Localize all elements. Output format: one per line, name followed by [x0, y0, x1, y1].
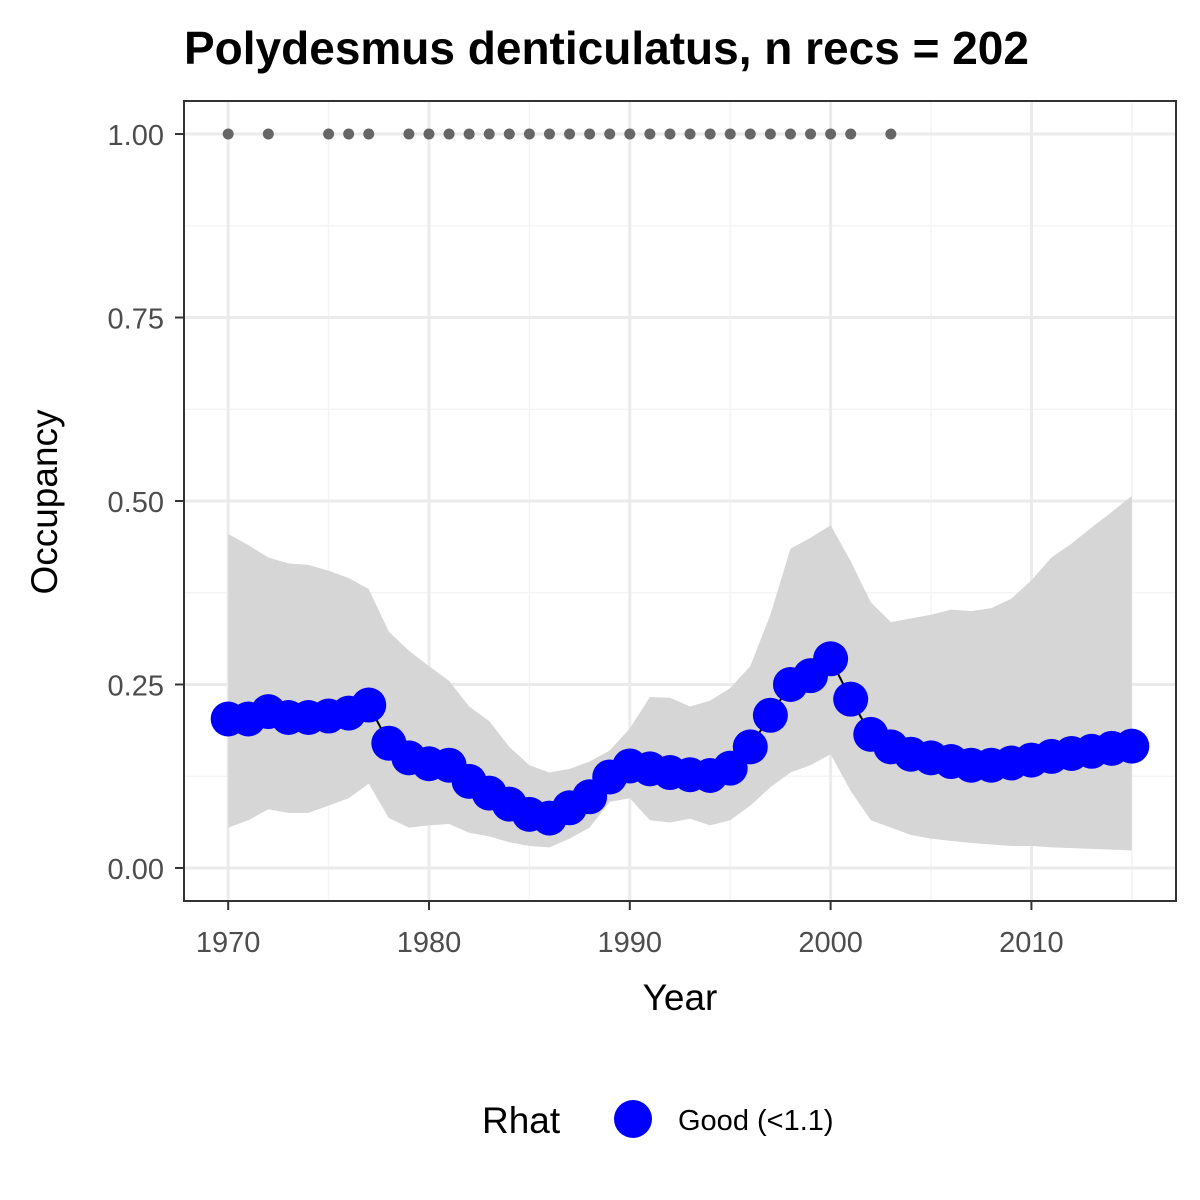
y-tick-label: 0.75 — [108, 304, 164, 336]
record-point — [684, 128, 696, 140]
record-point — [262, 128, 274, 140]
record-point — [463, 128, 475, 140]
record-point — [443, 128, 455, 140]
occupancy-point — [732, 729, 768, 765]
occupancy-point — [752, 697, 788, 733]
record-point — [805, 128, 817, 140]
legend-key-good — [614, 1100, 652, 1138]
record-point — [222, 128, 234, 140]
record-point — [584, 128, 596, 140]
x-tick-label: 1990 — [598, 927, 663, 959]
occupancy-point — [1114, 728, 1150, 764]
record-point — [423, 128, 435, 140]
x-tick-label: 1980 — [397, 927, 462, 959]
y-axis: 0.00 0.25 0.50 0.75 1.00 — [108, 120, 184, 886]
record-point — [483, 128, 495, 140]
record-point — [604, 128, 616, 140]
record-point — [724, 128, 736, 140]
x-axis: 1970 1980 1990 2000 2010 — [196, 901, 1064, 959]
y-tick-label: 1.00 — [108, 120, 164, 152]
record-point — [825, 128, 837, 140]
record-point — [885, 128, 897, 140]
occupancy-point — [833, 681, 869, 717]
record-point — [784, 128, 796, 140]
record-point — [503, 128, 515, 140]
record-point — [764, 128, 776, 140]
record-point — [543, 128, 555, 140]
record-point — [744, 128, 756, 140]
occupancy-point — [351, 687, 387, 723]
record-point — [343, 128, 355, 140]
record-point — [664, 128, 676, 140]
occupancy-points — [210, 641, 1150, 836]
record-points — [222, 128, 897, 140]
record-point — [564, 128, 576, 140]
legend: Rhat Good (<1.1) — [482, 1100, 834, 1141]
record-point — [323, 128, 335, 140]
y-tick-label: 0.50 — [108, 487, 164, 519]
x-tick-label: 1970 — [196, 927, 261, 959]
y-axis-title: Occupancy — [24, 409, 65, 595]
x-axis-title: Year — [643, 977, 718, 1018]
x-tick-label: 2000 — [798, 927, 863, 959]
record-point — [845, 128, 857, 140]
chart-title: Polydesmus denticulatus, n recs = 202 — [184, 22, 1029, 74]
occupancy-point — [813, 641, 849, 677]
record-point — [644, 128, 656, 140]
record-point — [624, 128, 636, 140]
record-point — [704, 128, 716, 140]
record-point — [523, 128, 535, 140]
legend-title: Rhat — [482, 1100, 561, 1141]
plot-panel — [183, 100, 1177, 902]
x-tick-label: 2010 — [999, 927, 1064, 959]
y-tick-label: 0.00 — [108, 854, 164, 886]
record-point — [403, 128, 415, 140]
legend-label-good: Good (<1.1) — [678, 1105, 834, 1137]
y-tick-label: 0.25 — [108, 670, 164, 702]
record-point — [363, 128, 375, 140]
